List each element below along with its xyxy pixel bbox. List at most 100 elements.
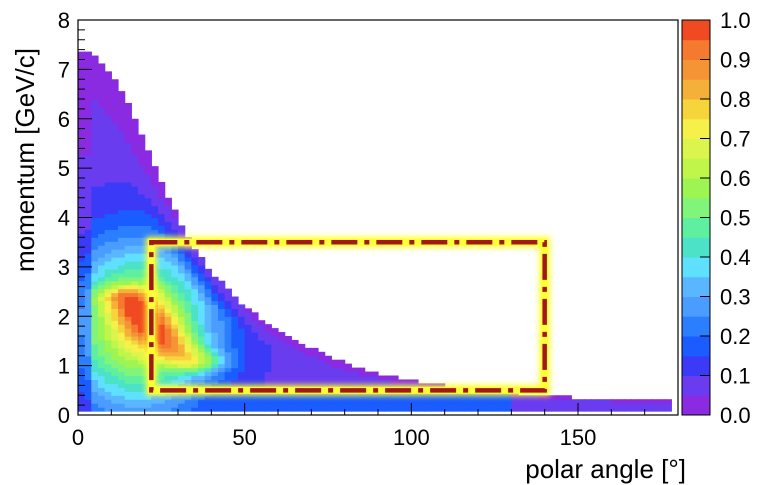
heatmap-cell [91,166,99,171]
heatmap-cell [104,83,112,88]
heatmap-cell [124,371,132,377]
heatmap-cell [131,387,139,392]
heatmap-cell [84,276,92,282]
heatmap-cell [211,312,219,317]
heatmap-cell [78,209,86,215]
y-tick-label: 3 [58,255,70,280]
heatmap-cell [298,399,306,404]
heatmap-cell [98,142,106,147]
heatmap-cell [318,379,326,384]
heatmap-cell [351,367,359,373]
heatmap-cell [191,375,199,381]
heatmap-cell [171,225,179,230]
heatmap-cell [138,288,146,294]
heatmap-cell [98,324,106,329]
heatmap-cell [138,399,146,404]
heatmap-cell [218,343,226,349]
heatmap-cell [91,312,99,317]
heatmap-cell [98,197,106,203]
heatmap-cell [118,347,126,353]
heatmap-cell [144,154,152,159]
heatmap-cell [164,209,172,215]
heatmap-cell [104,336,112,341]
colorbar-tick-label: 0.2 [720,324,751,349]
heatmap-cell [104,351,112,357]
heatmap-cell [198,407,206,412]
heatmap-cell [78,371,86,377]
heatmap-cell [78,336,86,341]
heatmap-cell [264,347,272,353]
heatmap-cell [184,320,192,325]
heatmap-cell [104,300,112,305]
heatmap-cell [104,280,112,286]
heatmap-cell [118,193,126,199]
heatmap-cell [78,276,86,282]
heatmap-cell [84,308,92,313]
heatmap-cell [138,158,146,163]
heatmap-cell [98,225,106,230]
heatmap-cell [91,367,99,373]
heatmap-cell [251,347,259,353]
heatmap-cell [311,359,319,365]
heatmap-cell [464,395,472,400]
heatmap-cell [78,170,86,175]
heatmap-cell [264,371,272,377]
heatmap-cell [158,308,166,313]
heatmap-cell [378,403,386,408]
heatmap-cell [138,185,146,191]
heatmap-cell [98,407,106,412]
heatmap-cell [138,225,146,230]
heatmap-cell [131,225,139,230]
heatmap-cell [184,272,192,278]
heatmap-cell [211,395,219,400]
heatmap-cell [84,217,92,223]
heatmap-cell [91,59,99,65]
heatmap-cell [138,217,146,223]
heatmap-cell [144,229,152,234]
heatmap-cell [124,296,132,302]
heatmap-cell [91,253,99,258]
heatmap-cell [231,379,239,384]
heatmap-cell [98,205,106,211]
heatmap-cell [104,95,112,100]
heatmap-cell [98,170,106,175]
heatmap-cell [98,403,106,408]
heatmap-cell [231,403,239,408]
heatmap-cell [271,347,279,353]
heatmap-cell [218,351,226,357]
heatmap-cell [238,316,246,321]
heatmap-cell [111,185,119,191]
heatmap-cell [171,332,179,337]
heatmap-cell [384,403,392,408]
heatmap-cell [138,178,146,183]
heatmap-cell [238,332,246,337]
heatmap-cell [131,264,139,270]
heatmap-cell [178,324,186,329]
heatmap-cell [364,399,372,404]
heatmap-cell [78,79,86,84]
heatmap-cell [231,336,239,341]
heatmap-cell [124,407,132,412]
heatmap-cell [104,343,112,349]
heatmap-cell [231,371,239,377]
heatmap-cell [78,213,86,219]
heatmap-cell [131,209,139,215]
heatmap-cell [144,174,152,179]
heatmap-cell [104,253,112,258]
heatmap-cell [84,79,92,84]
heatmap-cell [91,106,99,112]
heatmap-cell [278,379,286,384]
heatmap-cell [191,403,199,408]
heatmap-cell [98,399,106,404]
heatmap-cell [111,407,119,412]
heatmap-cell [404,395,412,400]
heatmap-cell [218,336,226,341]
heatmap-cell [244,359,252,365]
heatmap-cell [111,221,119,226]
heatmap-cell [631,407,639,412]
heatmap-cell [104,225,112,230]
heatmap-cell [551,407,559,412]
heatmap-cell [104,201,112,207]
heatmap-cell [111,118,119,124]
heatmap-cell [138,351,146,357]
